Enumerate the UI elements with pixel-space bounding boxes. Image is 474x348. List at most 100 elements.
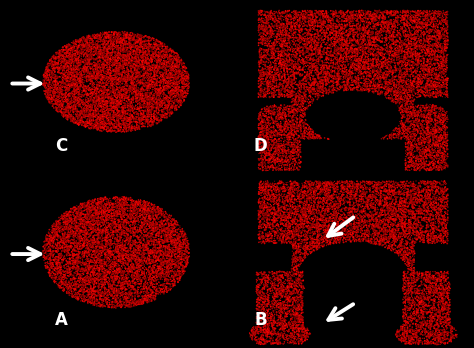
Point [77, 118, 84, 123]
Point [54, 224, 61, 230]
Point [278, 319, 285, 325]
Point [436, 109, 444, 114]
Point [46, 260, 54, 266]
Point [412, 217, 419, 222]
Point [428, 49, 435, 54]
Point [45, 93, 52, 98]
Point [431, 128, 439, 133]
Point [445, 282, 453, 287]
Point [398, 199, 405, 204]
Point [334, 29, 342, 34]
Point [148, 268, 156, 274]
Point [371, 51, 378, 57]
Point [397, 252, 404, 258]
Point [346, 70, 353, 76]
Point [311, 225, 319, 230]
Point [262, 211, 269, 217]
Point [97, 260, 104, 266]
Point [264, 52, 271, 57]
Point [122, 287, 129, 292]
Point [255, 209, 263, 215]
Point [156, 214, 164, 220]
Point [259, 203, 267, 208]
Point [283, 288, 291, 294]
Point [86, 66, 94, 71]
Point [266, 187, 274, 192]
Point [412, 283, 419, 288]
Point [337, 11, 345, 17]
Point [287, 298, 295, 303]
Point [412, 270, 419, 276]
Point [402, 298, 410, 303]
Point [432, 330, 439, 336]
Point [322, 228, 329, 233]
Point [419, 103, 426, 109]
Point [432, 55, 440, 61]
Point [417, 80, 424, 85]
Point [84, 123, 91, 129]
Point [292, 8, 300, 13]
Point [113, 206, 120, 212]
Point [387, 8, 394, 14]
Point [139, 260, 147, 266]
Point [151, 203, 158, 209]
Point [171, 91, 179, 97]
Point [395, 232, 402, 238]
Point [105, 215, 113, 220]
Point [252, 331, 259, 337]
Point [414, 59, 422, 65]
Point [326, 190, 333, 195]
Point [170, 282, 177, 287]
Point [129, 37, 137, 42]
Point [288, 306, 296, 311]
Point [302, 214, 310, 220]
Point [282, 232, 290, 238]
Point [69, 276, 77, 282]
Point [365, 63, 373, 69]
Point [142, 282, 149, 288]
Point [282, 154, 290, 160]
Point [370, 17, 378, 22]
Point [327, 50, 335, 55]
Point [117, 46, 125, 51]
Point [118, 302, 126, 307]
Point [50, 69, 58, 75]
Point [420, 151, 428, 157]
Point [144, 121, 152, 127]
Point [47, 258, 55, 263]
Point [150, 242, 157, 247]
Point [129, 63, 137, 69]
Point [378, 48, 385, 53]
Point [328, 205, 336, 210]
Point [447, 286, 454, 291]
Point [281, 147, 289, 153]
Point [357, 11, 365, 17]
Point [89, 238, 96, 244]
Point [310, 91, 318, 96]
Point [120, 108, 128, 114]
Point [402, 201, 410, 207]
Point [44, 69, 52, 74]
Point [366, 185, 374, 191]
Point [48, 233, 55, 239]
Point [413, 334, 420, 340]
Point [426, 188, 434, 193]
Point [147, 42, 155, 47]
Point [442, 195, 450, 201]
Point [292, 259, 300, 265]
Point [377, 184, 385, 190]
Point [418, 313, 426, 319]
Point [319, 78, 327, 84]
Point [420, 199, 428, 204]
Point [259, 161, 266, 167]
Point [76, 244, 84, 250]
Point [299, 220, 306, 225]
Point [440, 70, 447, 76]
Point [73, 245, 80, 250]
Point [390, 29, 397, 34]
Point [350, 212, 357, 217]
Point [343, 235, 351, 240]
Point [285, 75, 293, 81]
Point [378, 200, 385, 206]
Point [173, 245, 181, 251]
